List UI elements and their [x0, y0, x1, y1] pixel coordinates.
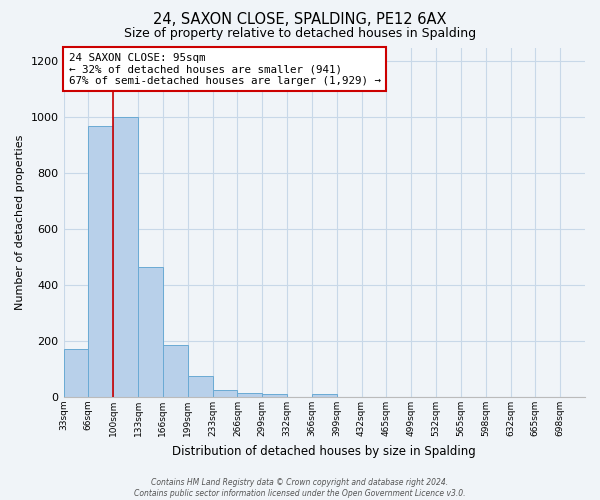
Bar — [188, 376, 212, 397]
Bar — [238, 393, 262, 397]
Bar — [262, 394, 287, 397]
Bar — [312, 394, 337, 397]
Bar — [163, 346, 188, 397]
X-axis label: Distribution of detached houses by size in Spalding: Distribution of detached houses by size … — [172, 444, 476, 458]
Text: Size of property relative to detached houses in Spalding: Size of property relative to detached ho… — [124, 28, 476, 40]
Text: 24, SAXON CLOSE, SPALDING, PE12 6AX: 24, SAXON CLOSE, SPALDING, PE12 6AX — [153, 12, 447, 28]
Bar — [64, 350, 88, 397]
Bar — [113, 118, 138, 397]
Y-axis label: Number of detached properties: Number of detached properties — [15, 134, 25, 310]
Text: Contains HM Land Registry data © Crown copyright and database right 2024.
Contai: Contains HM Land Registry data © Crown c… — [134, 478, 466, 498]
Bar — [88, 126, 113, 397]
Bar — [212, 390, 238, 397]
Bar — [138, 267, 163, 397]
Text: 24 SAXON CLOSE: 95sqm
← 32% of detached houses are smaller (941)
67% of semi-det: 24 SAXON CLOSE: 95sqm ← 32% of detached … — [69, 52, 381, 86]
